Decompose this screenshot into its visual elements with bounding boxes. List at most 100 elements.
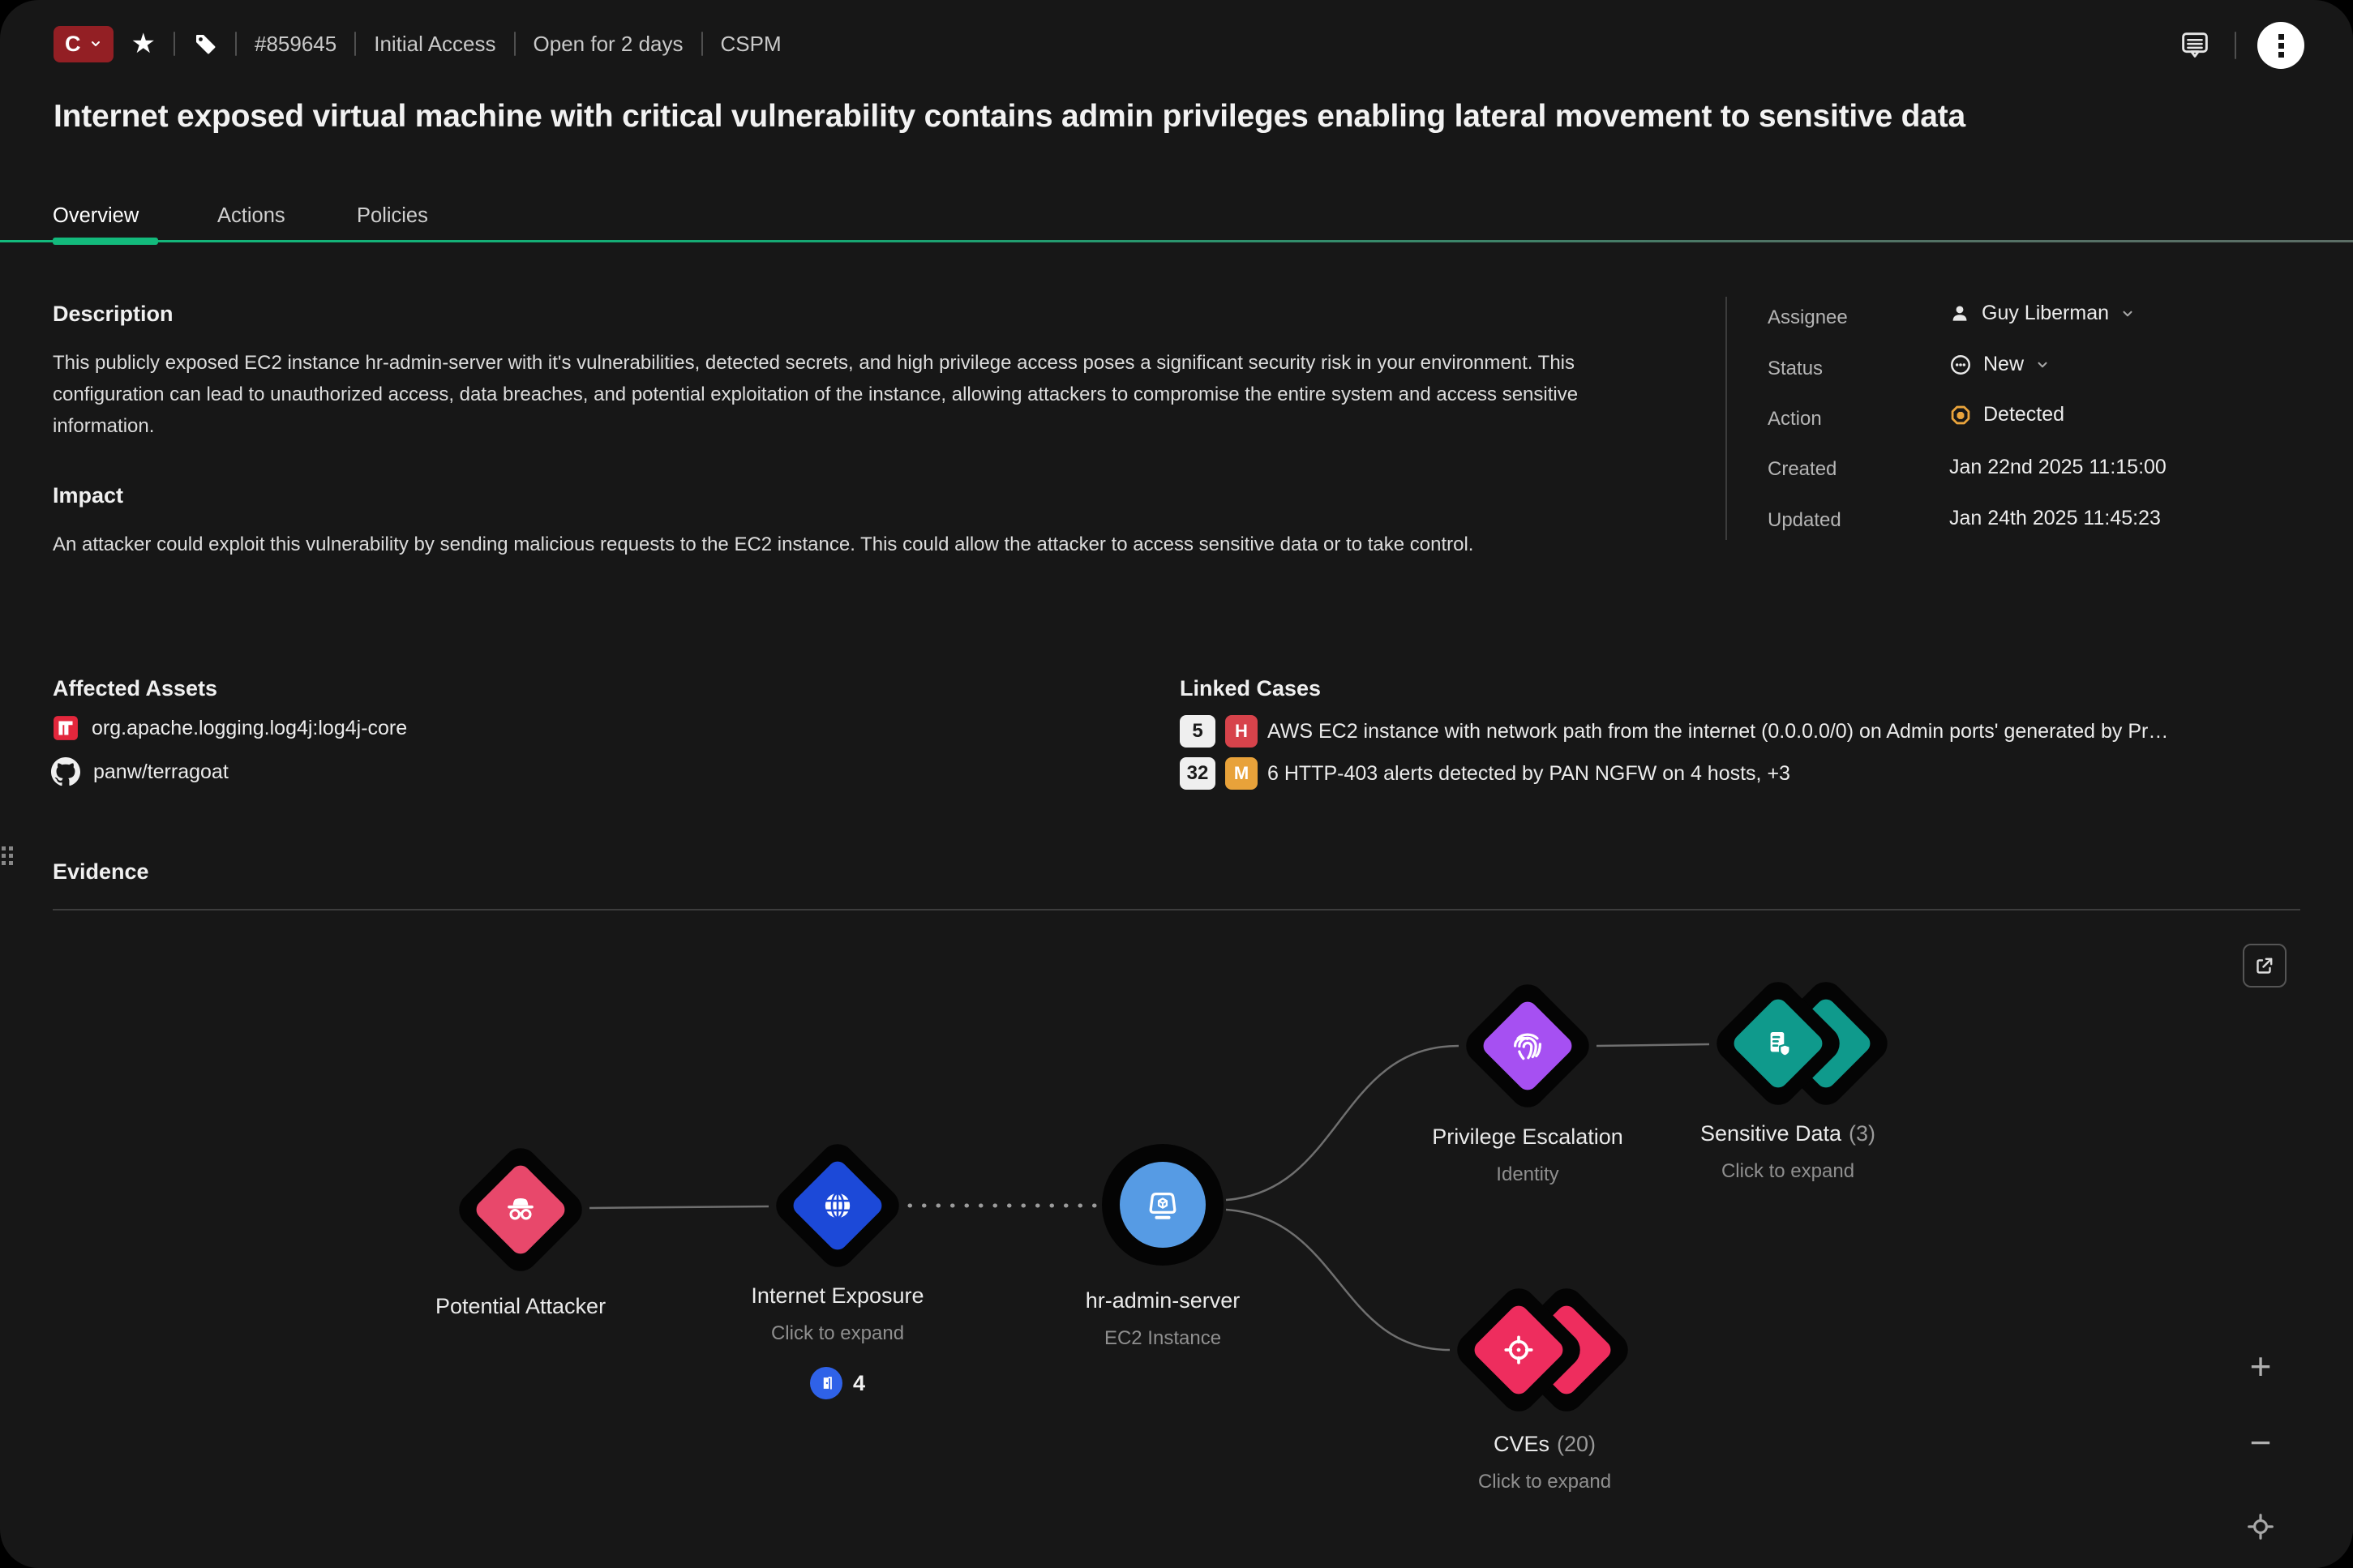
divider [2235, 32, 2236, 59]
tab-active-indicator [53, 238, 158, 245]
header-actions [2176, 22, 2304, 69]
node-label-text: CVEs [1493, 1432, 1550, 1456]
status-value[interactable]: New [1949, 353, 2050, 376]
updated-text: Jan 24th 2025 11:45:23 [1949, 507, 2161, 529]
node-label: hr-admin-server [1086, 1288, 1241, 1313]
door-icon [809, 1367, 842, 1399]
node-label: Sensitive Data (3) [1700, 1121, 1875, 1146]
alert-count-badge: 32 [1180, 757, 1215, 790]
user-icon [1952, 305, 1967, 321]
updated-value: Jan 24th 2025 11:45:23 [1949, 507, 2161, 530]
recenter-button[interactable] [2246, 1510, 2275, 1547]
asset-row-terragoat[interactable]: panw/terragoat [51, 757, 229, 786]
node-sublabel[interactable]: Click to expand [1721, 1160, 1855, 1182]
ec2-instance-icon [1149, 1192, 1176, 1219]
linked-case-title: AWS EC2 instance with network path from … [1267, 719, 2169, 743]
asset-name: panw/terragoat [93, 760, 229, 783]
assignee-label: Assignee [1768, 306, 1848, 328]
node-sublabel: EC2 Instance [1104, 1327, 1222, 1349]
chevron-down-icon [91, 41, 100, 46]
node-label-text: Internet Exposure [751, 1283, 924, 1308]
tab-overview[interactable]: Overview [53, 204, 139, 227]
tab-underline [0, 240, 2353, 242]
case-id: #859645 [254, 31, 337, 56]
incognito-icon [508, 1197, 534, 1220]
impact-body: An attacker could exploit this vulnerabi… [53, 533, 1474, 555]
badge-count: 4 [852, 1370, 866, 1395]
linked-case-row[interactable]: 5 H AWS EC2 instance with network path f… [1180, 715, 2168, 748]
updated-label: Updated [1768, 509, 1841, 531]
linked-case-title: 6 HTTP-403 alerts detected by PAN NGFW o… [1267, 761, 1790, 785]
node-label: Internet Exposure [751, 1283, 924, 1309]
created-text: Jan 22nd 2025 11:15:00 [1949, 456, 2167, 478]
fingerprint-icon [1513, 1033, 1542, 1060]
assignee-value[interactable]: Guy Liberman [1949, 302, 2135, 325]
node-label: Potential Attacker [435, 1294, 606, 1319]
action-label: Action [1768, 408, 1822, 430]
node-label: CVEs (20) [1494, 1432, 1596, 1457]
asset-name: org.apache.logging.log4j:log4j-core [92, 716, 408, 739]
action-value: Detected [1949, 403, 2064, 426]
assignee-name: Guy Liberman [1982, 302, 2110, 324]
status-label: Status [1768, 358, 1824, 379]
chevron-down-icon [2038, 362, 2047, 367]
alert-count-badge: 5 [1180, 715, 1215, 748]
detected-octagon-icon [1951, 405, 1970, 424]
linked-case-row[interactable]: 32 M 6 HTTP-403 alerts detected by PAN N… [1180, 757, 1790, 790]
node-label-text: Sensitive Data [1699, 1121, 1842, 1146]
node-label-text: Privilege Escalation [1432, 1125, 1623, 1149]
description-heading: Description [53, 302, 174, 326]
node-label-text: Potential Attacker [435, 1294, 606, 1318]
chevron-down-icon [2123, 311, 2132, 316]
node-sublabel: Identity [1496, 1163, 1559, 1185]
globe-icon [825, 1192, 851, 1219]
node-label: Privilege Escalation [1432, 1125, 1623, 1150]
target-icon [1504, 1335, 1533, 1365]
evidence-heading: Evidence [53, 859, 149, 884]
divider [234, 32, 237, 56]
case-header-bar: C ★ #859645 Initial Access Open for 2 da… [54, 23, 782, 65]
comments-icon[interactable] [2176, 27, 2214, 64]
severity-high-badge: H [1225, 715, 1258, 748]
drag-handle[interactable] [2, 846, 13, 865]
divider [701, 32, 703, 56]
kebab-menu-button[interactable] [2257, 22, 2304, 69]
tag-icon[interactable] [193, 32, 217, 56]
description-body: This publicly exposed EC2 instance hr-ad… [53, 352, 1579, 437]
star-icon[interactable]: ★ [131, 28, 156, 59]
node-label-text: hr-admin-server [1085, 1288, 1241, 1313]
severity-medium-badge: M [1225, 757, 1258, 790]
tab-actions[interactable]: Actions [217, 204, 285, 227]
zoom-out-button[interactable]: − [2249, 1421, 2272, 1463]
github-icon [51, 757, 80, 786]
linked-cases-heading: Linked Cases [1180, 676, 1322, 700]
evidence-divider [53, 909, 2300, 910]
zoom-in-button[interactable]: + [2249, 1345, 2272, 1387]
log4j-package-icon [54, 716, 78, 740]
severity-badge[interactable]: C [54, 25, 114, 62]
external-link-icon [2257, 958, 2273, 974]
node-sublabel[interactable]: Click to expand [1477, 1471, 1612, 1493]
internet-exposure-badge[interactable]: 4 [809, 1367, 866, 1399]
divider [173, 32, 175, 56]
status-new-icon [1951, 354, 1970, 375]
divider [354, 32, 357, 56]
node-count: (20) [1557, 1432, 1597, 1456]
action-text: Detected [1983, 403, 2065, 426]
node-count: (3) [1849, 1121, 1876, 1146]
created-label: Created [1768, 458, 1837, 480]
impact-heading: Impact [53, 483, 124, 508]
case-tactic: Initial Access [374, 31, 496, 56]
case-source: CSPM [720, 31, 782, 56]
locate-icon [2248, 1514, 2274, 1540]
created-value: Jan 22nd 2025 11:15:00 [1949, 456, 2167, 479]
asset-row-log4j[interactable]: org.apache.logging.log4j:log4j-core [53, 715, 407, 741]
case-open-duration: Open for 2 days [533, 31, 684, 56]
expand-graph-button[interactable] [2243, 944, 2287, 987]
details-divider [1725, 297, 1727, 540]
tab-policies[interactable]: Policies [357, 204, 428, 227]
severity-badge-label: C [65, 31, 81, 56]
node-sublabel[interactable]: Click to expand [770, 1322, 905, 1344]
